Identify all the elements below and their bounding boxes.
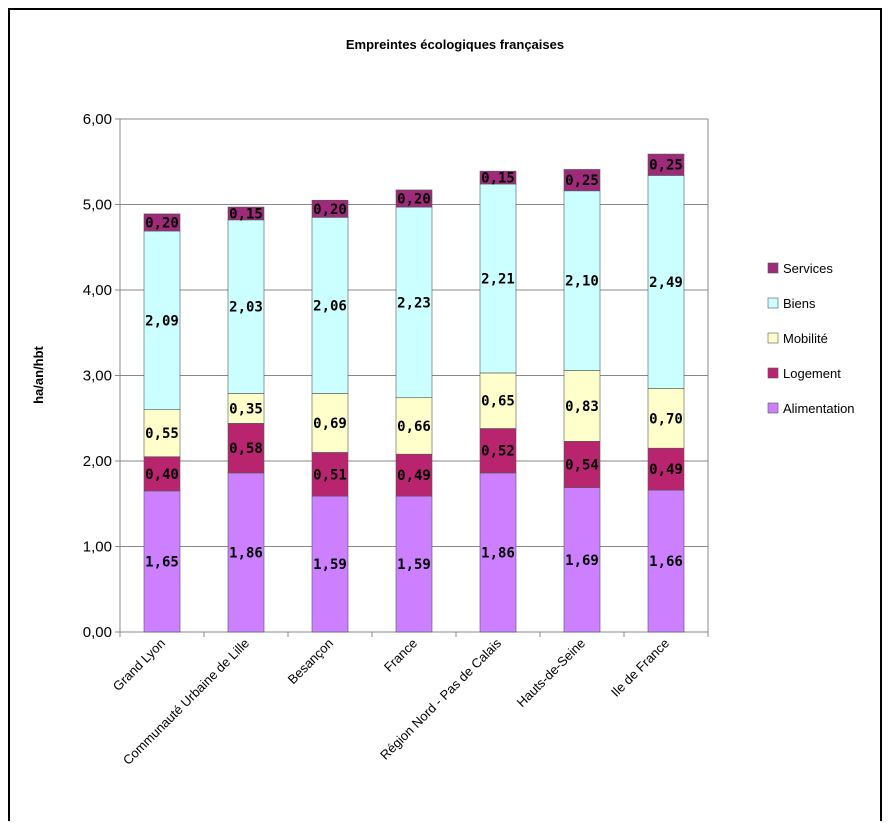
data-label: 0,25 (649, 158, 683, 174)
data-label: 0,51 (313, 467, 347, 483)
bar-segment (143, 456, 181, 492)
data-label: 0,83 (565, 399, 599, 415)
data-label: 0,40 (145, 467, 179, 483)
data-label: 0,66 (397, 419, 431, 435)
bar-segment (563, 487, 601, 633)
data-label: 0,35 (229, 401, 263, 417)
bar-segment (563, 370, 601, 442)
data-label: 0,52 (481, 444, 515, 460)
y-tick-label: 4,00 (83, 282, 112, 299)
legend-label: Biens (783, 296, 816, 311)
data-label: 2,06 (313, 298, 347, 314)
bar-segment (395, 495, 433, 633)
legend-label: Logement (783, 366, 841, 381)
legend-label: Mobilité (783, 331, 828, 346)
bar-segment (395, 206, 433, 399)
y-tick-label: 3,00 (83, 368, 112, 385)
legend-label: Alimentation (783, 401, 855, 416)
category-label: France (381, 636, 420, 675)
chart-title: Empreintes écologiques françaises (346, 37, 564, 52)
data-label: 0,15 (229, 206, 263, 222)
bar-segment (143, 230, 181, 411)
data-label: 1,59 (313, 557, 347, 573)
category-label: Besançon (285, 636, 336, 687)
bar-segment (563, 169, 601, 192)
y-tick-label: 0,00 (83, 624, 112, 641)
legend-label: Services (783, 261, 833, 276)
legend-swatch (767, 297, 779, 309)
bar-segment (227, 206, 265, 221)
data-labels: 1,65 0,40 0,55 2,09 0,20 1,86 0,58 0,35 2,03 0,15… (145, 158, 683, 573)
bar-segment (395, 189, 433, 208)
bar-segment (479, 472, 517, 633)
data-label: 0,20 (397, 192, 431, 208)
data-label: 0,49 (649, 462, 683, 478)
data-label: 2,21 (481, 271, 515, 287)
legend-swatch (767, 262, 779, 274)
data-label: 0,20 (313, 202, 347, 218)
data-label: 0,69 (313, 416, 347, 432)
data-label: 0,58 (229, 441, 263, 457)
data-label: 0,65 (481, 394, 515, 410)
bar-segment (479, 372, 517, 429)
y-axis-label: ha/an/hbt (31, 345, 46, 403)
bars (143, 153, 685, 633)
data-label: 0,55 (145, 426, 179, 442)
category-label: Hauts-de-Seine (514, 636, 588, 710)
y-tick-label: 1,00 (83, 539, 112, 556)
category-label: Grand Lyon (110, 636, 168, 694)
data-label: 0,25 (565, 173, 599, 189)
bar-segment (395, 397, 433, 455)
bar-segment (563, 190, 601, 371)
data-label: 2,10 (565, 274, 599, 290)
bar-segment (479, 170, 517, 185)
bar-segment (311, 393, 349, 453)
bar-segment (311, 495, 349, 633)
data-label: 0,49 (397, 468, 431, 484)
y-tick-label: 5,00 (83, 197, 112, 214)
legend-swatch (767, 402, 779, 414)
data-label: 1,59 (397, 557, 431, 573)
bar-segment (143, 213, 181, 232)
data-label: 2,23 (397, 295, 431, 311)
data-label: 1,86 (229, 545, 263, 561)
data-label: 0,54 (565, 457, 599, 473)
y-tick-label: 2,00 (83, 453, 112, 470)
data-label: 0,70 (649, 411, 683, 427)
data-label: 2,03 (229, 300, 263, 316)
bar-segment (647, 447, 685, 491)
legend-swatch (767, 367, 779, 379)
bar-segment (143, 490, 181, 633)
bar-segment (143, 409, 181, 458)
data-label: 1,65 (145, 554, 179, 570)
bar-segment (311, 452, 349, 497)
data-label: 2,49 (649, 275, 683, 291)
data-label: 1,66 (649, 554, 683, 570)
bar-segment (647, 175, 685, 389)
data-label: 1,69 (565, 553, 599, 569)
data-label: 0,20 (145, 215, 179, 231)
legend: Services Biens Mobilité Logement Alimentatio… (767, 261, 855, 416)
data-label: 0,15 (481, 171, 515, 187)
bar-segment (311, 199, 349, 218)
data-label: 1,86 (481, 545, 515, 561)
y-tick-label: 6,00 (83, 111, 112, 128)
bar-segment (647, 489, 685, 633)
legend-swatch (767, 332, 779, 344)
bar-segment (227, 472, 265, 633)
data-label: 2,09 (145, 313, 179, 329)
bar-segment (647, 153, 685, 176)
axes: 0,00 1,00 2,00 3,00 4,00 5,00 6,00 (83, 111, 709, 641)
category-label: Ile de France (608, 636, 672, 700)
bar-segment (311, 217, 349, 394)
